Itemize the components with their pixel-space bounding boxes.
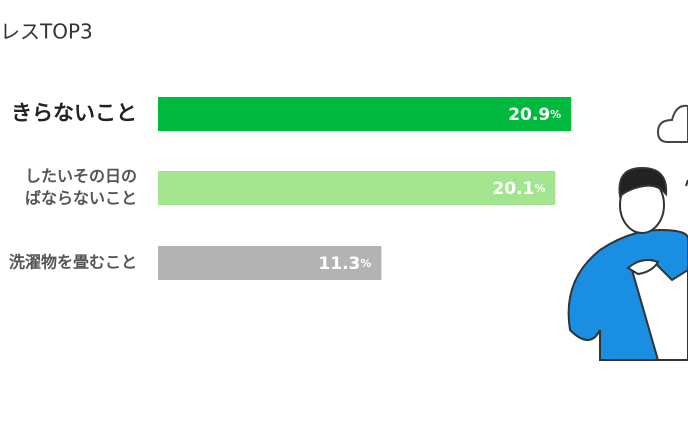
category-label: したいその日の (25, 167, 137, 186)
category-label: 洗濯物を畳むこと (9, 253, 137, 272)
value-label: 20.1% (492, 179, 545, 199)
value-unit: % (360, 257, 371, 270)
bar (158, 246, 382, 280)
bar (158, 171, 556, 205)
value-number: 20.9 (508, 105, 550, 125)
category-label: きらないこと (11, 101, 137, 125)
value-unit: % (550, 108, 561, 121)
value-label: 20.9% (508, 105, 561, 125)
illustration (567, 104, 688, 361)
value-number: 11.3 (318, 254, 360, 274)
chart-title: レスTOP3 (0, 20, 93, 44)
value-unit: % (534, 182, 545, 195)
value-number: 20.1 (492, 179, 534, 199)
category-label: ばならないこと (25, 189, 137, 208)
bar (158, 97, 572, 131)
value-label: 11.3% (318, 254, 371, 274)
